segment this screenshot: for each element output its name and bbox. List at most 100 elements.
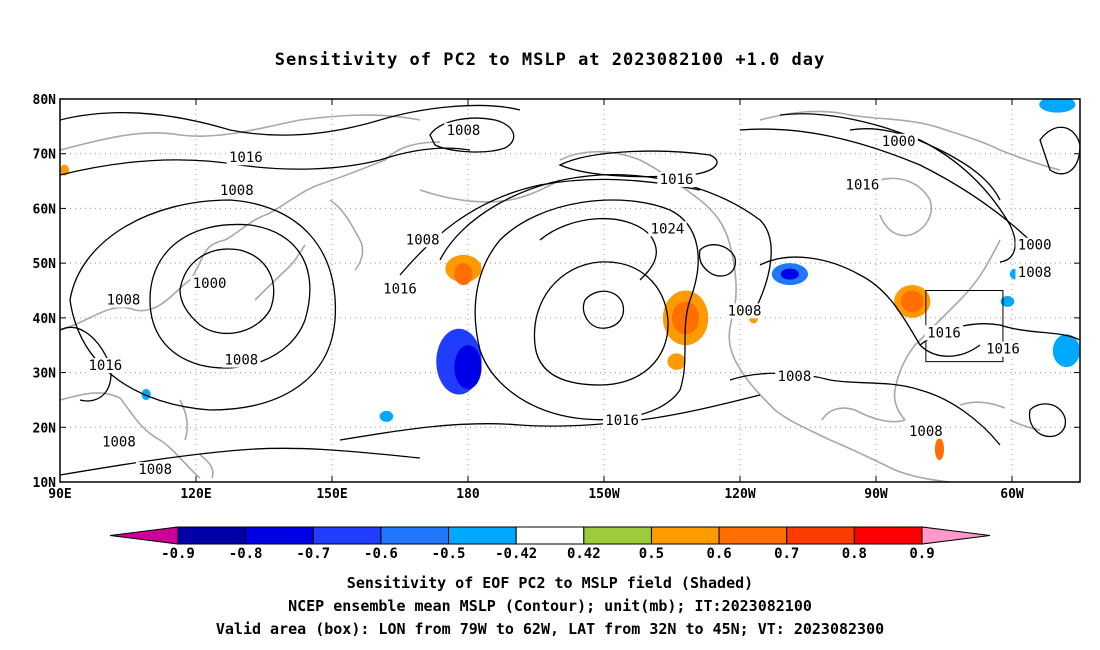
contour-label: 1016 (88, 358, 122, 374)
contour-low-na-1008 (739, 128, 1041, 251)
colorbar: -0.9 -0.8 -0.7 -0.6 -0.5 -0.42 0.42 0.5 0.6 0.7 0.… (109, 526, 991, 562)
contour-label: 1008 (447, 123, 481, 139)
coast-na-east (893, 239, 1001, 421)
contour-label-bg (983, 341, 1023, 357)
coast-siberia (60, 114, 421, 151)
coast-caribbean (959, 401, 1041, 431)
colorbar-label: -0.8 (229, 546, 263, 562)
coast-hudson (879, 177, 932, 237)
sensitivity-blob (379, 410, 394, 422)
coast-aleutians (419, 179, 561, 203)
contour-label: 1016 (986, 342, 1020, 358)
x-tick-label: 90E (48, 487, 71, 502)
caption-valid-area: Valid area (box): LON from 79W to 62W, L… (215, 620, 885, 638)
gridlines (60, 99, 1080, 482)
colorbar-label: -0.7 (296, 546, 330, 562)
colorbar-label: 0.7 (774, 546, 799, 562)
colorbar-segment (583, 526, 652, 545)
contour-label: 1008 (778, 369, 812, 385)
sensitivity-blob (454, 345, 482, 389)
sensitivity-blob (934, 438, 944, 461)
contour-label: 1008 (728, 303, 762, 319)
colorbar-high-end (921, 526, 991, 545)
colorbar-segment (312, 526, 382, 545)
coast-mexico (829, 439, 951, 482)
x-tick-label: 150W (588, 487, 619, 502)
contour-label-bg (1015, 265, 1054, 281)
contour-label-bg (190, 276, 229, 292)
y-tick-label: 20N (33, 421, 57, 436)
colorbar-label: 0.42 (567, 546, 601, 562)
contour-label-bg (843, 177, 882, 193)
contour-label: 1024 (651, 221, 685, 237)
contour-label-bg (380, 281, 420, 297)
contour-label-bg (1015, 237, 1054, 253)
contour-label: 1000 (1018, 238, 1052, 254)
contour-low-asia-1016 (69, 199, 337, 411)
sensitivity-blob (141, 388, 151, 400)
contour-low-asia-1000 (179, 248, 275, 335)
contour-label-bg (104, 292, 143, 308)
contour-1016-asia-north (60, 147, 471, 176)
contour-label-bg (222, 352, 261, 368)
contour-label-bg (648, 221, 687, 237)
sensitivity-blob (1000, 295, 1015, 307)
contour-label: 1008 (224, 353, 258, 369)
contour-1008-pole (429, 117, 515, 153)
coast-kamchatka (329, 199, 364, 271)
contour-1008-wide (439, 174, 772, 311)
colorbar-segment (650, 526, 720, 545)
contour-label-bg (99, 434, 139, 450)
contour-labels: 1008 1016 1008 1016 1016 1000 1024 1008 1000 1008… (86, 123, 1054, 478)
contour-label: 1016 (927, 325, 961, 341)
coast-na-west (728, 244, 831, 441)
y-tick-label: 30N (33, 367, 57, 382)
contour-label-bg (403, 232, 442, 248)
contour-high-north-pacific (533, 261, 669, 386)
colorbar-low-end (109, 526, 179, 545)
contour-label: 1008 (1018, 265, 1052, 281)
contour-label: 1016 (229, 150, 263, 166)
sensitivity-blob (454, 263, 473, 286)
contour-label: 1008 (909, 424, 943, 440)
contour-label-bg (725, 303, 764, 319)
contour-low-small-2 (1028, 403, 1067, 438)
colorbar-label: -0.42 (495, 546, 537, 562)
contour-1016-pacific-south (339, 394, 761, 441)
contour-label-bg (444, 122, 483, 138)
contour-high-inner (582, 290, 625, 329)
colorbar-segment (853, 526, 923, 545)
contour-1008-north (60, 104, 521, 136)
sensitivity-blob (900, 290, 924, 313)
contour-label-bg (217, 183, 256, 199)
contour-label: 1016 (846, 178, 880, 194)
contour-label: 1008 (406, 232, 440, 248)
contour-label-bg (906, 423, 946, 439)
x-tick-label: 150E (316, 487, 347, 502)
coastlines (60, 110, 1061, 482)
contour-1008-pacific-south (60, 447, 421, 476)
x-tick-label: 90W (864, 487, 888, 502)
contour-na-1008-south (729, 372, 1001, 446)
colorbar-segment (515, 526, 585, 545)
plot-frame (59, 98, 1081, 483)
y-tick-label: 10N (33, 476, 57, 491)
contour-low-asia-1008 (149, 223, 311, 369)
contour-label-bg (136, 462, 175, 478)
contour-label-bg (924, 325, 964, 341)
y-tick-label: 70N (33, 148, 57, 163)
y-tick-label: 80N (33, 93, 57, 108)
contour-label: 1008 (138, 462, 172, 478)
contour-label: 1000 (193, 276, 227, 292)
colorbar-label: -0.9 (161, 546, 195, 562)
contour-label-bg (775, 369, 814, 385)
colorbar-segment (718, 526, 788, 545)
contour-label-bg (226, 150, 266, 166)
colorbar-label: 0.6 (706, 546, 731, 562)
sensitivity-blob (1052, 334, 1080, 368)
contour-1024 (539, 218, 657, 281)
caption-shaded: Sensitivity of EOF PC2 to MSLP field (Sh… (346, 574, 754, 592)
colorbar-segment (448, 526, 517, 545)
x-axis-ticks: 90E 120E 150E 180 150W 120W 90W 60W (48, 99, 1024, 502)
